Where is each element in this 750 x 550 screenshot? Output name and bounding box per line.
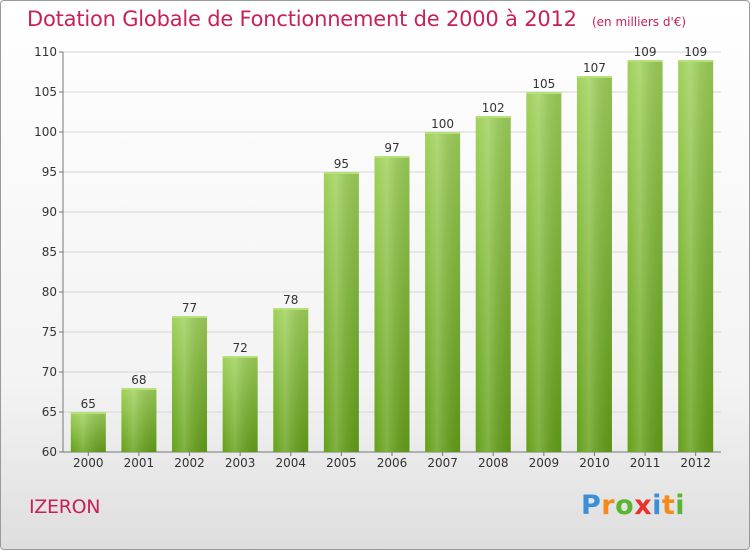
bar-shine (425, 132, 461, 452)
bar-shine (273, 308, 309, 452)
chart-title: Dotation Globale de Fonctionnement de 20… (27, 7, 577, 31)
bar-cap (374, 156, 410, 158)
y-tick-label: 75 (42, 325, 57, 339)
x-tick-label: 2002 (174, 456, 205, 470)
y-tick-label: 95 (42, 165, 57, 179)
bar-value-label: 107 (583, 61, 606, 75)
logo-letter: i (652, 490, 662, 521)
bar-cap (678, 60, 714, 62)
bar (627, 60, 663, 452)
x-tick-label: 2012 (680, 456, 711, 470)
bar (576, 76, 612, 452)
y-tick-label: 90 (42, 205, 57, 219)
x-tick-label: 2001 (124, 456, 155, 470)
bar-value-label: 105 (532, 77, 555, 91)
bar (222, 356, 258, 452)
bar-cap (475, 116, 511, 118)
y-tick-label: 60 (42, 445, 57, 459)
logo-letter: t (661, 490, 676, 521)
bar-value-label: 109 (634, 45, 657, 59)
logo-letter: r (601, 490, 616, 521)
bar (172, 316, 208, 452)
bar-value-label: 72 (233, 341, 248, 355)
x-tick-label: 2007 (427, 456, 458, 470)
bar-value-label: 78 (283, 293, 298, 307)
bar (374, 156, 410, 452)
logo-letter: P (581, 490, 602, 521)
bar-cap (222, 356, 258, 358)
bar-cap (70, 412, 106, 414)
y-tick-label: 85 (42, 245, 57, 259)
x-tick-label: 2000 (73, 456, 104, 470)
logo-letter: x (634, 490, 653, 521)
bar-cap (526, 92, 562, 94)
bar-value-label: 97 (384, 141, 399, 155)
chart-subtitle: (en milliers d'€) (591, 15, 687, 29)
bar-shine (222, 356, 258, 452)
bar (121, 388, 157, 452)
bar (323, 172, 359, 452)
x-tick-label: 2003 (225, 456, 256, 470)
bar-value-label: 102 (482, 101, 505, 115)
logo-letter: o (615, 490, 635, 521)
bar-value-label: 77 (182, 301, 197, 315)
title-row: Dotation Globale de Fonctionnement de 20… (27, 7, 686, 31)
bar-shine (121, 388, 157, 452)
x-tick-label: 2009 (529, 456, 560, 470)
x-tick-label: 2008 (478, 456, 509, 470)
y-tick-label: 105 (34, 85, 57, 99)
bar-cap (121, 388, 157, 390)
bar-cap (627, 60, 663, 62)
bar-cap (425, 132, 461, 134)
bar (475, 116, 511, 452)
bar-shine (70, 412, 106, 452)
y-tick-label: 65 (42, 405, 57, 419)
bar-value-label: 68 (131, 373, 146, 387)
bar (678, 60, 714, 452)
data-labels: 65 68 77 72 78 95 97 100 102 105 107 109 109 (81, 45, 707, 411)
x-tick-label: 2005 (326, 456, 357, 470)
bar-cap (323, 172, 359, 174)
bar-cap (273, 308, 309, 310)
bar-cap (172, 316, 208, 318)
bar-value-label: 95 (334, 157, 349, 171)
bar (425, 132, 461, 452)
x-tick-label: 2010 (579, 456, 610, 470)
bar-shine (526, 92, 562, 452)
bar (273, 308, 309, 452)
bar-shine (172, 316, 208, 452)
bar-value-label: 100 (431, 117, 454, 131)
x-tick-label: 2006 (377, 456, 408, 470)
bar-shine (475, 116, 511, 452)
bar-cap (576, 76, 612, 78)
y-tick-label: 110 (34, 45, 57, 59)
logo-letter: i (675, 490, 686, 521)
bar-shine (374, 156, 410, 452)
bar-shine (627, 60, 663, 452)
bar-value-label: 65 (81, 397, 96, 411)
bar-shine (678, 60, 714, 452)
y-tick-label: 80 (42, 285, 57, 299)
bar-shine (323, 172, 359, 452)
commune-name: IZERON (29, 496, 101, 518)
proxiti-logo[interactable]: Proxiti (581, 490, 685, 521)
bars (70, 60, 714, 452)
bar (526, 92, 562, 452)
bar-shine (576, 76, 612, 452)
bar (70, 412, 106, 452)
x-tick-label: 2004 (275, 456, 306, 470)
y-tick-label: 100 (34, 125, 57, 139)
x-tick-label: 2011 (630, 456, 661, 470)
bar-value-label: 109 (684, 45, 707, 59)
y-tick-label: 70 (42, 365, 57, 379)
